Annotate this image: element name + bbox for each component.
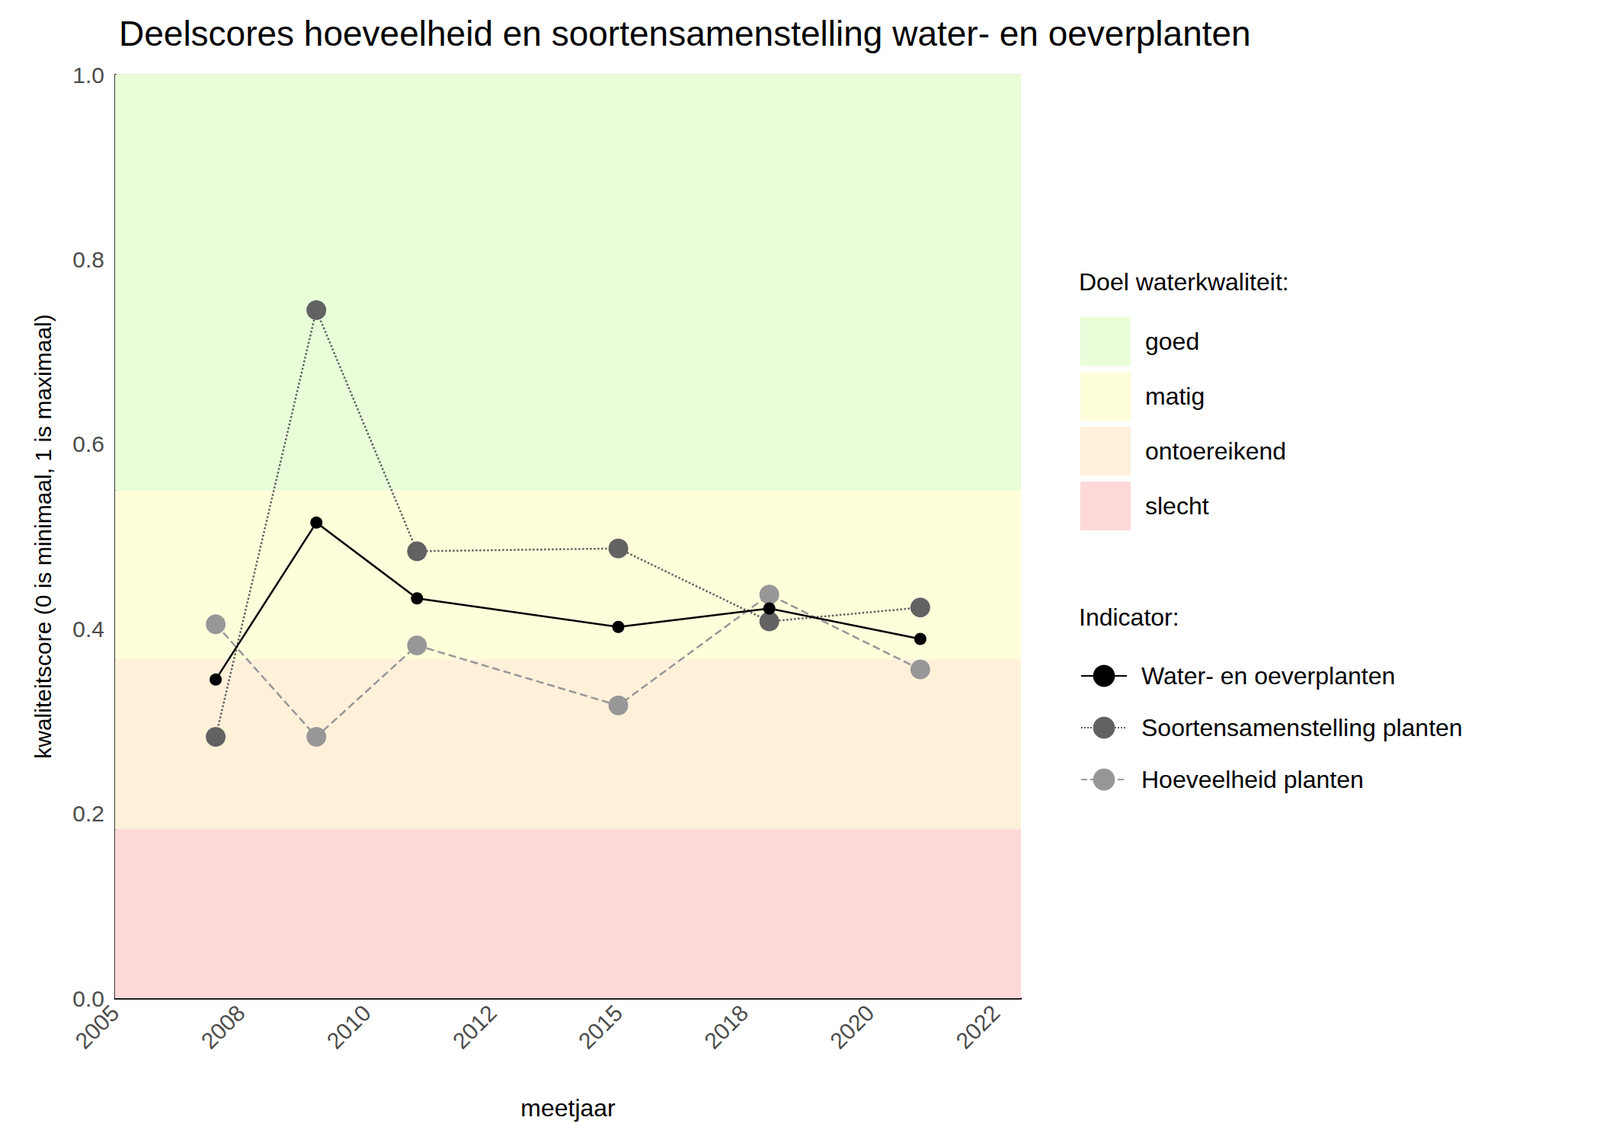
svg-text:matig: matig (1145, 382, 1205, 410)
svg-text:ontoereikend: ontoereikend (1145, 437, 1287, 465)
svg-text:Hoeveelheid planten: Hoeveelheid planten (1141, 765, 1364, 794)
svg-text:slecht: slecht (1145, 492, 1210, 520)
svg-text:0.4: 0.4 (72, 616, 105, 642)
svg-text:2018: 2018 (699, 999, 754, 1054)
svg-text:0.0: 0.0 (72, 985, 105, 1011)
svg-text:2022: 2022 (950, 999, 1005, 1054)
svg-text:2008: 2008 (195, 999, 250, 1054)
svg-text:2020: 2020 (825, 999, 880, 1054)
svg-text:0.8: 0.8 (72, 246, 105, 272)
svg-text:goed: goed (1145, 327, 1200, 356)
svg-text:Indicator:: Indicator: (1078, 603, 1180, 631)
svg-text:2005: 2005 (70, 999, 125, 1054)
svg-text:Soortensamenstelling planten: Soortensamenstelling planten (1141, 713, 1463, 742)
svg-text:2012: 2012 (448, 999, 503, 1054)
svg-text:0.2: 0.2 (72, 800, 105, 826)
svg-text:0.6: 0.6 (72, 431, 105, 457)
svg-text:Doel waterkwaliteit:: Doel waterkwaliteit: (1078, 268, 1290, 296)
svg-text:Deelscores hoeveelheid en soor: Deelscores hoeveelheid en soortensamenst… (118, 13, 1252, 54)
svg-text:Water- en oeverplanten: Water- en oeverplanten (1141, 662, 1396, 690)
svg-text:2010: 2010 (321, 999, 376, 1054)
svg-text:kwaliteitscore (0 is minimaal,: kwaliteitscore (0 is minimaal, 1 is maxi… (30, 313, 56, 759)
svg-text:2015: 2015 (573, 999, 628, 1054)
svg-text:1.0: 1.0 (72, 62, 105, 88)
svg-text:meetjaar: meetjaar (520, 1094, 616, 1122)
